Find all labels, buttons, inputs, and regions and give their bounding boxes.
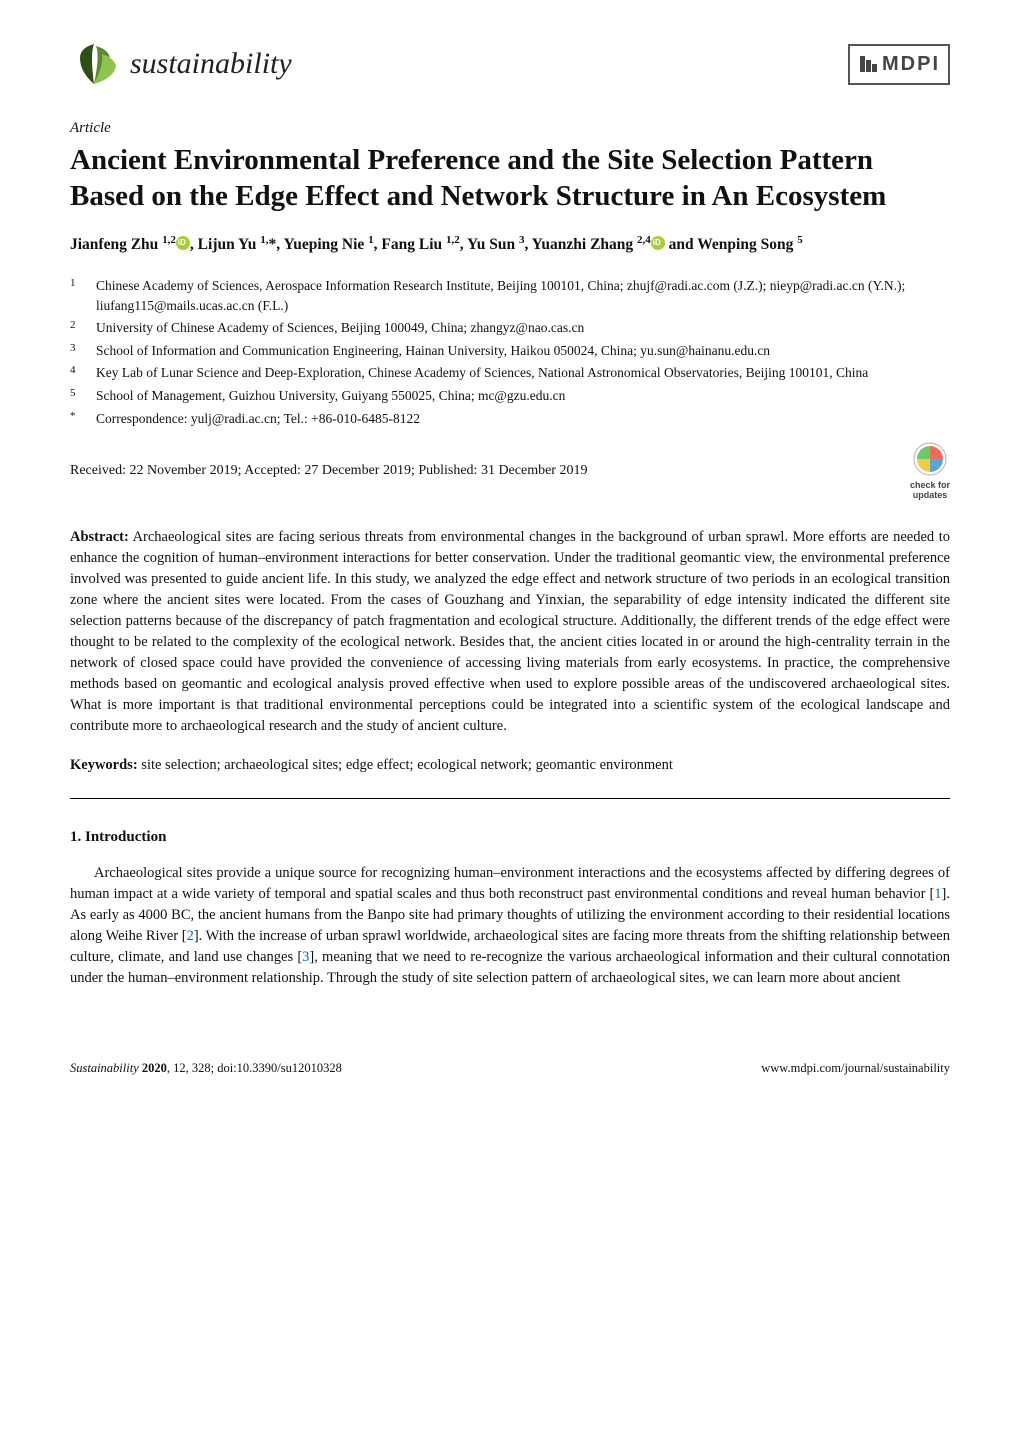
abstract-block: Abstract: Archaeological sites are facin…	[70, 527, 950, 737]
journal-name: sustainability	[130, 42, 292, 86]
check-updates-line2: updates	[910, 491, 950, 501]
separator-rule	[70, 798, 950, 799]
affiliation-row: 3School of Information and Communication…	[70, 341, 950, 361]
check-for-updates-button[interactable]: check for updates	[910, 442, 950, 501]
affiliation-text: Key Lab of Lunar Science and Deep-Explor…	[96, 363, 950, 383]
affiliation-row: 2University of Chinese Academy of Scienc…	[70, 318, 950, 338]
footer-right: www.mdpi.com/journal/sustainability	[761, 1059, 950, 1077]
keywords-text: site selection; archaeological sites; ed…	[138, 757, 673, 773]
footer-year: 2020	[142, 1061, 167, 1075]
affiliations-block: 1Chinese Academy of Sciences, Aerospace …	[70, 276, 950, 428]
affiliation-row: 1Chinese Academy of Sciences, Aerospace …	[70, 276, 950, 315]
affiliation-text: Correspondence: yulj@radi.ac.cn; Tel.: +…	[96, 409, 950, 429]
keywords-label: Keywords:	[70, 757, 138, 773]
footer-journal: Sustainability	[70, 1061, 142, 1075]
abstract-label: Abstract:	[70, 529, 129, 545]
citation-link-2[interactable]: 2	[187, 928, 194, 944]
affiliation-marker: 5	[70, 386, 96, 406]
affiliation-text: Chinese Academy of Sciences, Aerospace I…	[96, 276, 950, 315]
affiliation-row: 5School of Management, Guizhou Universit…	[70, 386, 950, 406]
author-list: Jianfeng Zhu 1,2, Lijun Yu 1,*, Yueping …	[70, 232, 950, 258]
affiliation-text: School of Management, Guizhou University…	[96, 386, 950, 406]
mdpi-icon	[858, 54, 878, 74]
dates-row: Received: 22 November 2019; Accepted: 27…	[70, 442, 950, 501]
affiliation-marker: *	[70, 409, 96, 429]
footer-row: Sustainability 2020, 12, 328; doi:10.339…	[70, 1059, 950, 1077]
affiliation-marker: 1	[70, 276, 96, 315]
journal-logo: sustainability	[70, 40, 292, 88]
footer-left: Sustainability 2020, 12, 328; doi:10.339…	[70, 1059, 342, 1077]
abstract-text: Archaeological sites are facing serious …	[70, 529, 950, 734]
affiliation-text: School of Information and Communication …	[96, 341, 950, 361]
citation-link-1[interactable]: 1	[934, 886, 941, 902]
body-text: Archaeological sites provide a unique so…	[70, 865, 950, 902]
leaf-icon	[70, 40, 118, 88]
footer-citation: , 12, 328; doi:10.3390/su12010328	[167, 1061, 342, 1075]
intro-paragraph: Archaeological sites provide a unique so…	[70, 863, 950, 989]
mdpi-text: MDPI	[882, 50, 940, 79]
header-row: sustainability MDPI	[70, 40, 950, 88]
keywords-block: Keywords: site selection; archaeological…	[70, 755, 950, 776]
affiliation-marker: 4	[70, 363, 96, 383]
check-updates-icon	[913, 442, 947, 476]
dates-text: Received: 22 November 2019; Accepted: 27…	[70, 461, 587, 481]
article-type: Article	[70, 118, 950, 140]
affiliation-row: *Correspondence: yulj@radi.ac.cn; Tel.: …	[70, 409, 950, 429]
affiliation-text: University of Chinese Academy of Science…	[96, 318, 950, 338]
mdpi-logo: MDPI	[848, 44, 950, 85]
affiliation-row: 4Key Lab of Lunar Science and Deep-Explo…	[70, 363, 950, 383]
article-title: Ancient Environmental Preference and the…	[70, 142, 950, 215]
section-1-heading: 1. Introduction	[70, 827, 950, 849]
affiliation-marker: 2	[70, 318, 96, 338]
affiliation-marker: 3	[70, 341, 96, 361]
